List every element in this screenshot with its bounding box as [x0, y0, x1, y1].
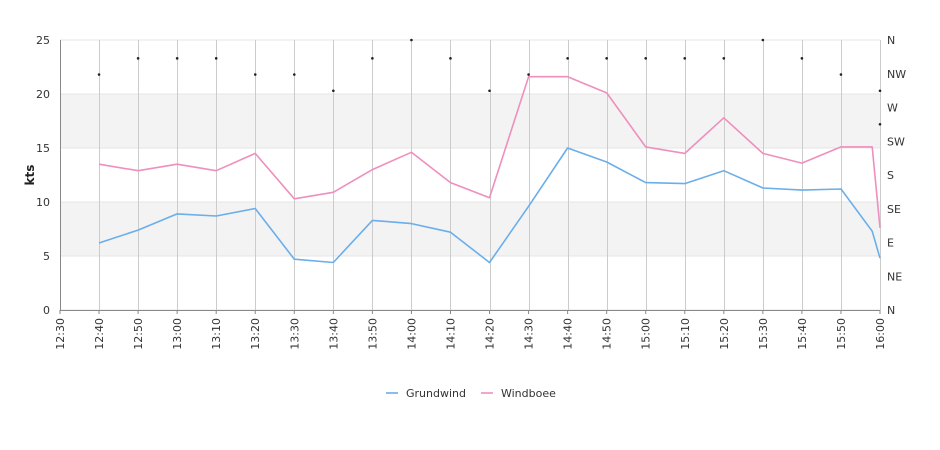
direction-label: E: [887, 237, 894, 250]
x-tick-label: 16:00: [874, 318, 887, 350]
direction-label: N: [887, 304, 895, 317]
direction-dot: [839, 73, 843, 76]
direction-dot: [449, 57, 452, 60]
x-tick-label: 14:40: [562, 318, 575, 350]
direction-dot: [605, 57, 608, 60]
band: [60, 94, 880, 148]
x-tick-label: 14:30: [523, 318, 536, 350]
axes: [60, 40, 880, 311]
direction-dot: [175, 57, 179, 60]
direction-dot: [253, 73, 257, 76]
right-axis-direction-labels: N NE E SE S SW W NW N: [887, 34, 906, 317]
x-tick-label: 15:20: [718, 318, 731, 350]
y-tick-label: 15: [36, 142, 50, 155]
x-tick-label: 13:20: [249, 318, 262, 350]
x-tick-label: 14:20: [484, 318, 497, 350]
direction-dot: [97, 73, 101, 76]
series-line-windboee: [98, 75, 881, 228]
direction-dot: [683, 57, 687, 60]
direction-dot: [722, 57, 726, 60]
direction-label: N: [887, 34, 895, 47]
y-tick-label: 25: [36, 34, 50, 47]
x-tick-label: 13:30: [288, 318, 301, 350]
direction-label: SW: [887, 135, 905, 148]
legend: Grundwind Windboee: [386, 387, 556, 400]
direction-dot: [878, 89, 882, 93]
y-tick-label: 5: [43, 250, 50, 263]
y-axis-label: kts: [23, 165, 37, 186]
legend-label: Windboee: [501, 387, 556, 400]
x-tick-label: 13:50: [366, 318, 379, 350]
legend-label: Grundwind: [406, 387, 466, 400]
direction-dots: [97, 38, 882, 126]
direction-dot: [644, 57, 648, 60]
x-tick-label: 15:50: [835, 318, 848, 350]
direction-label: W: [887, 102, 898, 115]
direction-dot: [878, 122, 882, 126]
direction-dot: [214, 57, 218, 60]
direction-label: S: [887, 169, 894, 182]
x-tick-label: 14:10: [444, 318, 457, 350]
x-tick-label: 13:40: [327, 318, 340, 350]
x-tick-label: 14:50: [601, 318, 614, 350]
x-tick-label: 13:10: [210, 318, 223, 350]
direction-label: SE: [887, 203, 901, 216]
x-tick-label: 15:00: [640, 318, 653, 350]
direction-dot: [371, 57, 374, 60]
x-tick-label: 13:00: [171, 318, 184, 350]
vertical-gridlines: [99, 40, 881, 310]
series-lines: [98, 75, 881, 264]
x-tick-label: 12:30: [54, 318, 67, 350]
x-tick-label: 15:30: [757, 318, 770, 350]
direction-dot: [488, 89, 491, 93]
x-axis-ticks: 12:30 12:40 12:50 13:00 13:10 13:20 13:30 13:40…: [54, 310, 887, 350]
x-tick-label: 12:50: [132, 318, 145, 350]
series-line-grundwind: [98, 147, 881, 264]
y-tick-label: 0: [43, 304, 50, 317]
x-tick-label: 15:40: [796, 318, 809, 350]
direction-label: NW: [887, 68, 906, 81]
direction-dot: [800, 57, 804, 60]
x-tick-label: 14:00: [405, 318, 418, 350]
x-tick-label: 12:40: [93, 318, 106, 350]
y-tick-label: 10: [36, 196, 50, 209]
y-tick-label: 20: [36, 88, 50, 101]
direction-label: NE: [887, 270, 902, 283]
x-tick-label: 15:10: [679, 318, 692, 350]
direction-dot: [527, 73, 530, 76]
direction-dot: [566, 57, 569, 60]
direction-dot: [292, 73, 296, 76]
y-axis-ticks: 0 5 10 15 20 25: [36, 34, 50, 317]
direction-dot: [410, 38, 413, 42]
direction-dot: [136, 57, 140, 60]
horizontal-bands: [60, 39, 880, 311]
direction-dot: [761, 38, 765, 42]
direction-dot: [332, 89, 335, 93]
